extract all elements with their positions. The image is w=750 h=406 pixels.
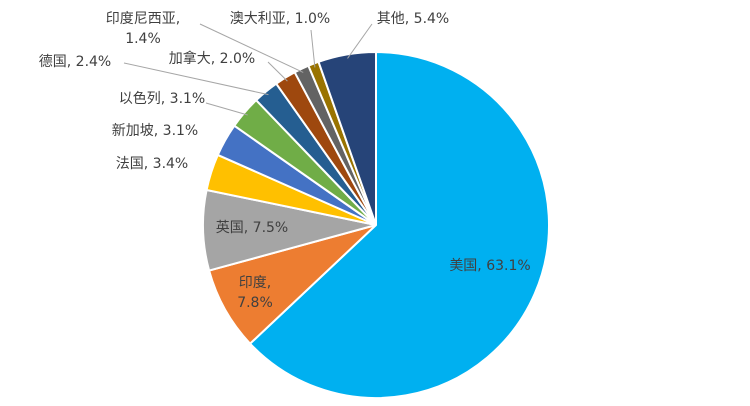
data-label: 印度, 7.8%	[237, 275, 273, 311]
leader-line	[205, 102, 248, 116]
leader-line	[310, 29, 316, 68]
leader-line	[267, 61, 288, 82]
slices	[202, 50, 550, 399]
leader-line	[123, 62, 269, 96]
pie-slice	[317, 50, 377, 226]
data-label: 其他, 5.4%	[377, 11, 449, 27]
leader-line	[347, 23, 373, 59]
data-label-line: 7.8%	[237, 295, 273, 311]
data-label: 以色列, 3.1%	[119, 90, 205, 107]
data-label: 印度尼西亚, 1.4%	[106, 11, 180, 47]
leader-line	[199, 23, 304, 73]
data-label: 法国, 3.4%	[116, 156, 188, 172]
data-label: 澳大利亚, 1.0%	[230, 11, 330, 27]
data-label-line: 印度尼西亚,	[106, 11, 180, 27]
data-label: 英国, 7.5%	[216, 219, 288, 236]
pie-slice	[248, 50, 550, 399]
data-label-line: 1.4%	[125, 31, 161, 47]
data-label: 美国, 63.1%	[449, 258, 530, 274]
data-label: 新加坡, 3.1%	[112, 123, 198, 139]
data-label: 加拿大, 2.0%	[169, 50, 255, 67]
data-label: 德国, 2.4%	[39, 54, 111, 70]
data-label-line: 印度,	[239, 275, 271, 291]
